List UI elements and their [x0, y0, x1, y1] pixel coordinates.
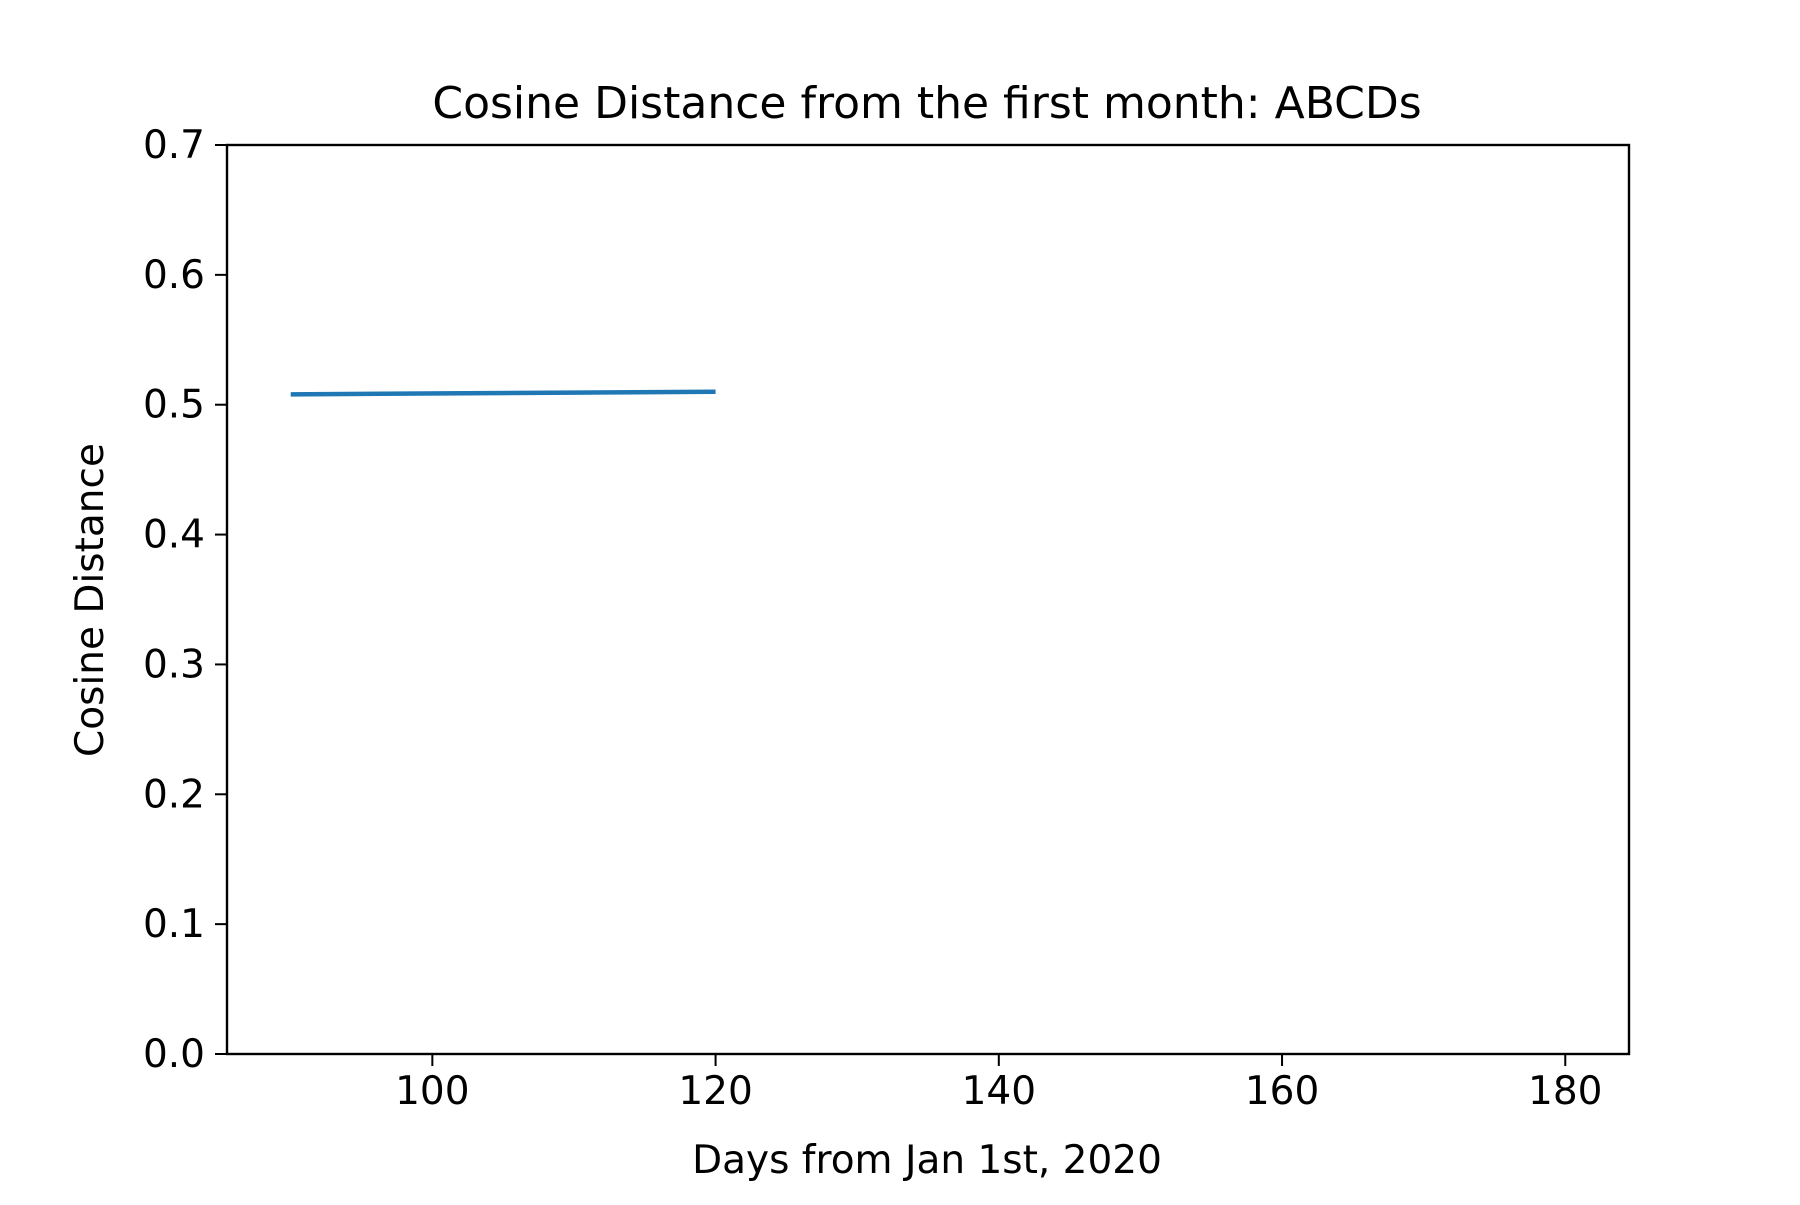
x-tick-label: 120	[678, 1069, 752, 1114]
y-tick-label: 0.4	[143, 513, 205, 558]
series-line-1	[290, 389, 716, 397]
y-tick-label: 0.3	[143, 642, 205, 687]
y-tick-label: 0.2	[143, 772, 205, 817]
x-tick-label: 140	[962, 1069, 1036, 1114]
axes-frame	[225, 143, 1631, 1056]
plot-series-layer	[290, 389, 716, 397]
x-tick-label: 180	[1528, 1069, 1602, 1114]
y-tick-label: 0.5	[143, 383, 205, 428]
chart-title: Cosine Distance from the first month: AB…	[432, 78, 1421, 129]
x-tick-label: 160	[1245, 1069, 1319, 1114]
x-axis-ticks: 100 120 140 160 180	[395, 1054, 1602, 1114]
y-tick-label: 0.0	[143, 1032, 205, 1077]
y-axis-label: Cosine Distance	[68, 443, 113, 757]
y-tick-label: 0.1	[143, 902, 205, 947]
y-tick-label: 0.7	[143, 123, 205, 168]
x-axis-label: Days from Jan 1st, 2020	[692, 1138, 1162, 1183]
y-tick-label: 0.6	[143, 253, 205, 298]
x-tick-label: 100	[395, 1069, 469, 1114]
y-axis-ticks: 0.0 0.1 0.2 0.3 0.4 0.5 0.6 0.7	[143, 123, 227, 1077]
